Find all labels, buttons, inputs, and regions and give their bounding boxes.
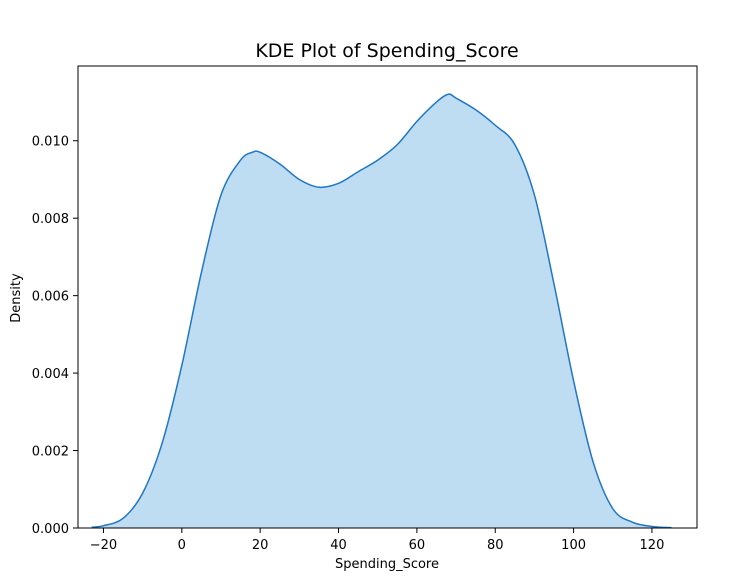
x-tick-label: 40 [330, 538, 347, 553]
y-tick-label: 0.004 [32, 367, 69, 382]
x-tick-label: 0 [178, 538, 186, 553]
x-axis-label: Spending_Score [335, 557, 439, 572]
y-tick-label: 0.006 [32, 290, 69, 305]
y-axis-label: Density [9, 273, 24, 323]
x-axis-ticks: −20 0 20 40 60 80 100 120 [90, 528, 665, 553]
x-tick-label: 100 [561, 538, 586, 553]
plot-frame [77, 65, 698, 529]
x-tick-label: 60 [409, 538, 426, 553]
y-tick-label: 0.010 [32, 135, 69, 150]
chart-title: KDE Plot of Spending_Score [255, 40, 518, 62]
kde-fill-area [91, 94, 672, 529]
plot-area [91, 93, 672, 529]
kde-line [91, 93, 672, 529]
y-tick-label: 0.000 [32, 522, 69, 537]
x-tick-label: 120 [640, 538, 665, 553]
x-tick-label: −20 [90, 538, 117, 553]
x-tick-label: 80 [487, 538, 504, 553]
x-tick-label: 20 [252, 538, 269, 553]
y-axis-ticks: 0.000 0.002 0.004 0.006 0.008 0.010 [32, 135, 78, 537]
y-tick-label: 0.002 [32, 445, 69, 460]
y-tick-label: 0.008 [32, 212, 69, 227]
